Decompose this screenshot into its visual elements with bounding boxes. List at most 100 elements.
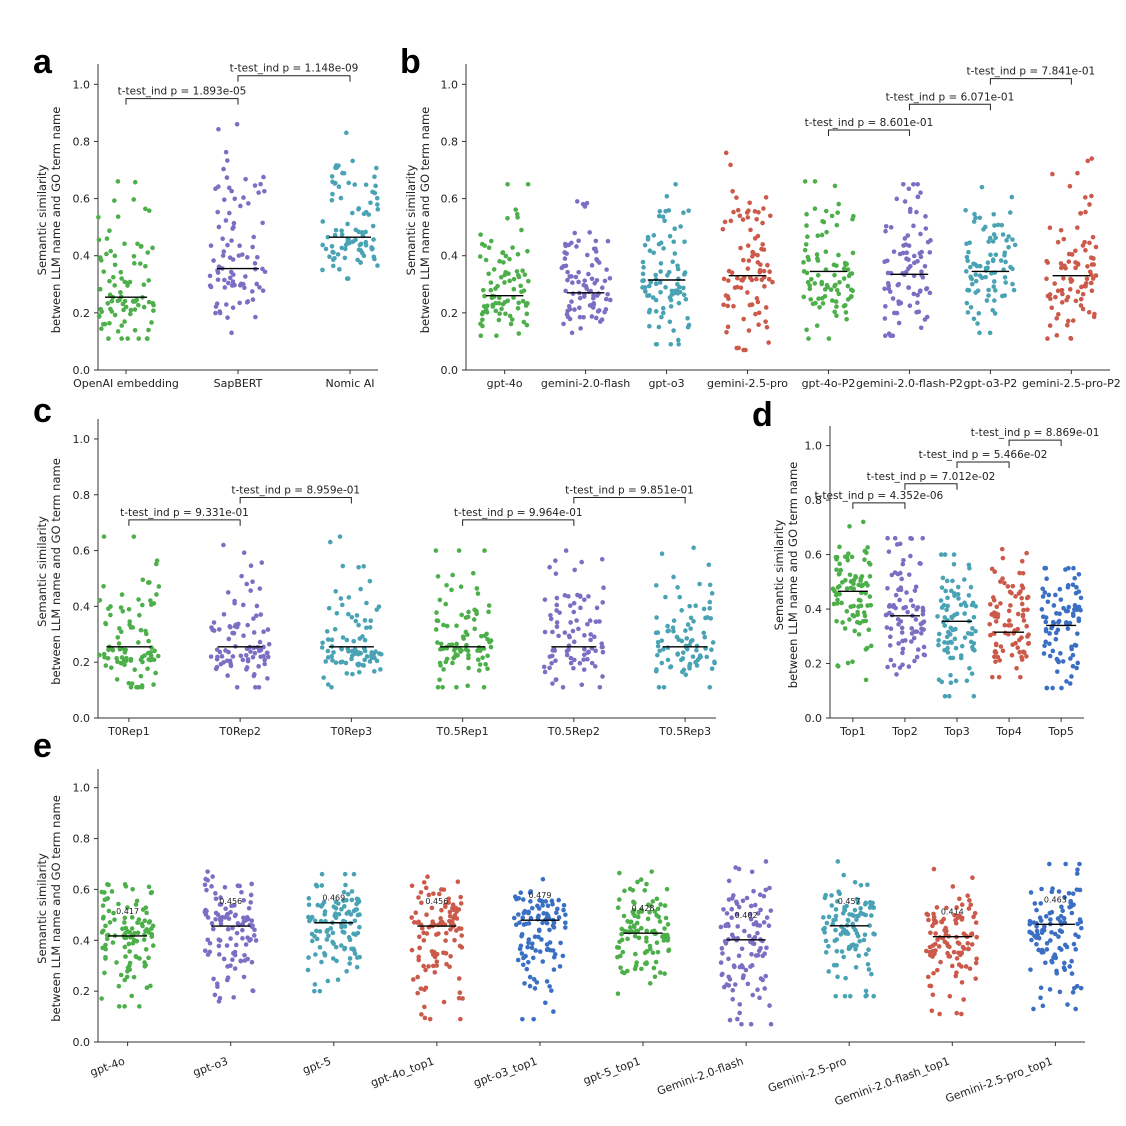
data-point (1074, 631, 1080, 636)
data-point (923, 214, 928, 219)
data-point (863, 647, 869, 652)
data-point (845, 283, 851, 289)
data-point (723, 150, 729, 156)
data-point (644, 881, 649, 887)
data-point (914, 209, 919, 215)
data-point (360, 662, 365, 668)
data-point (139, 921, 145, 927)
data-point (588, 288, 593, 294)
data-point (210, 926, 216, 932)
data-point (849, 912, 855, 917)
data-point (107, 228, 112, 233)
data-point (482, 293, 487, 299)
data-point (756, 310, 762, 316)
data-point (1050, 648, 1056, 654)
data-point (344, 671, 350, 676)
data-point (524, 311, 530, 317)
data-point (142, 918, 148, 924)
series-gemini-2.0-flash (559, 199, 613, 336)
data-point (108, 604, 113, 609)
data-point (313, 952, 318, 957)
data-point (973, 290, 978, 295)
x-tick-label: gpt-o3_top1 (472, 1055, 539, 1090)
data-point (642, 242, 648, 248)
data-point (918, 631, 924, 636)
data-point (736, 904, 742, 910)
data-point (329, 637, 335, 643)
data-point (671, 328, 676, 333)
data-point (148, 657, 153, 663)
data-point (988, 252, 993, 258)
data-point (802, 247, 808, 253)
data-point (578, 594, 583, 599)
data-point (835, 664, 841, 669)
data-point (137, 261, 143, 266)
data-point (430, 952, 436, 958)
data-point (661, 938, 667, 943)
data-point (971, 261, 977, 267)
data-point (834, 899, 840, 904)
data-point (1010, 237, 1015, 242)
data-point (599, 644, 605, 650)
data-point (126, 941, 132, 947)
data-point (973, 628, 978, 634)
data-point (339, 943, 344, 948)
data-point (537, 928, 542, 934)
data-point (899, 630, 905, 635)
data-point (331, 250, 336, 255)
data-point (266, 641, 272, 647)
data-point (635, 928, 641, 934)
data-point (450, 902, 456, 907)
data-point (659, 314, 664, 320)
series-T0.5Rep2 (541, 548, 606, 690)
data-point (1063, 620, 1069, 625)
data-point (667, 319, 673, 325)
data-point (215, 981, 220, 987)
data-point (676, 341, 681, 347)
data-point (676, 337, 681, 343)
data-point (458, 584, 464, 590)
data-point (891, 663, 897, 668)
data-point (833, 993, 838, 999)
data-point (502, 280, 507, 285)
data-point (748, 964, 753, 969)
data-point (153, 670, 158, 676)
data-point (976, 311, 982, 316)
data-point (358, 586, 363, 592)
data-point (1056, 934, 1061, 939)
data-point (959, 950, 964, 956)
data-point (763, 319, 768, 324)
data-point (238, 653, 244, 659)
data-point (220, 236, 225, 242)
data-point (136, 640, 141, 645)
median-value-label: 0.463 (1044, 895, 1067, 904)
data-point (977, 330, 982, 336)
data-point (525, 181, 531, 187)
series-Top4 (987, 546, 1032, 680)
data-point (919, 626, 924, 632)
data-point (447, 909, 453, 915)
data-point (981, 227, 986, 232)
data-point (1071, 613, 1076, 619)
data-point (259, 560, 265, 565)
data-point (97, 286, 103, 292)
data-point (342, 871, 348, 877)
data-point (1013, 594, 1018, 599)
data-point (243, 274, 248, 279)
data-point (443, 938, 448, 943)
data-point (472, 626, 478, 632)
data-point (1068, 656, 1073, 661)
data-point (141, 304, 147, 310)
data-point (658, 261, 664, 266)
data-point (243, 942, 249, 947)
data-point (101, 914, 106, 920)
data-point (151, 682, 156, 687)
data-point (842, 626, 848, 631)
data-point (933, 918, 938, 924)
data-point (1053, 931, 1058, 937)
data-point (333, 589, 339, 594)
data-point (929, 1008, 935, 1014)
data-point (548, 612, 553, 618)
data-point (751, 941, 757, 947)
